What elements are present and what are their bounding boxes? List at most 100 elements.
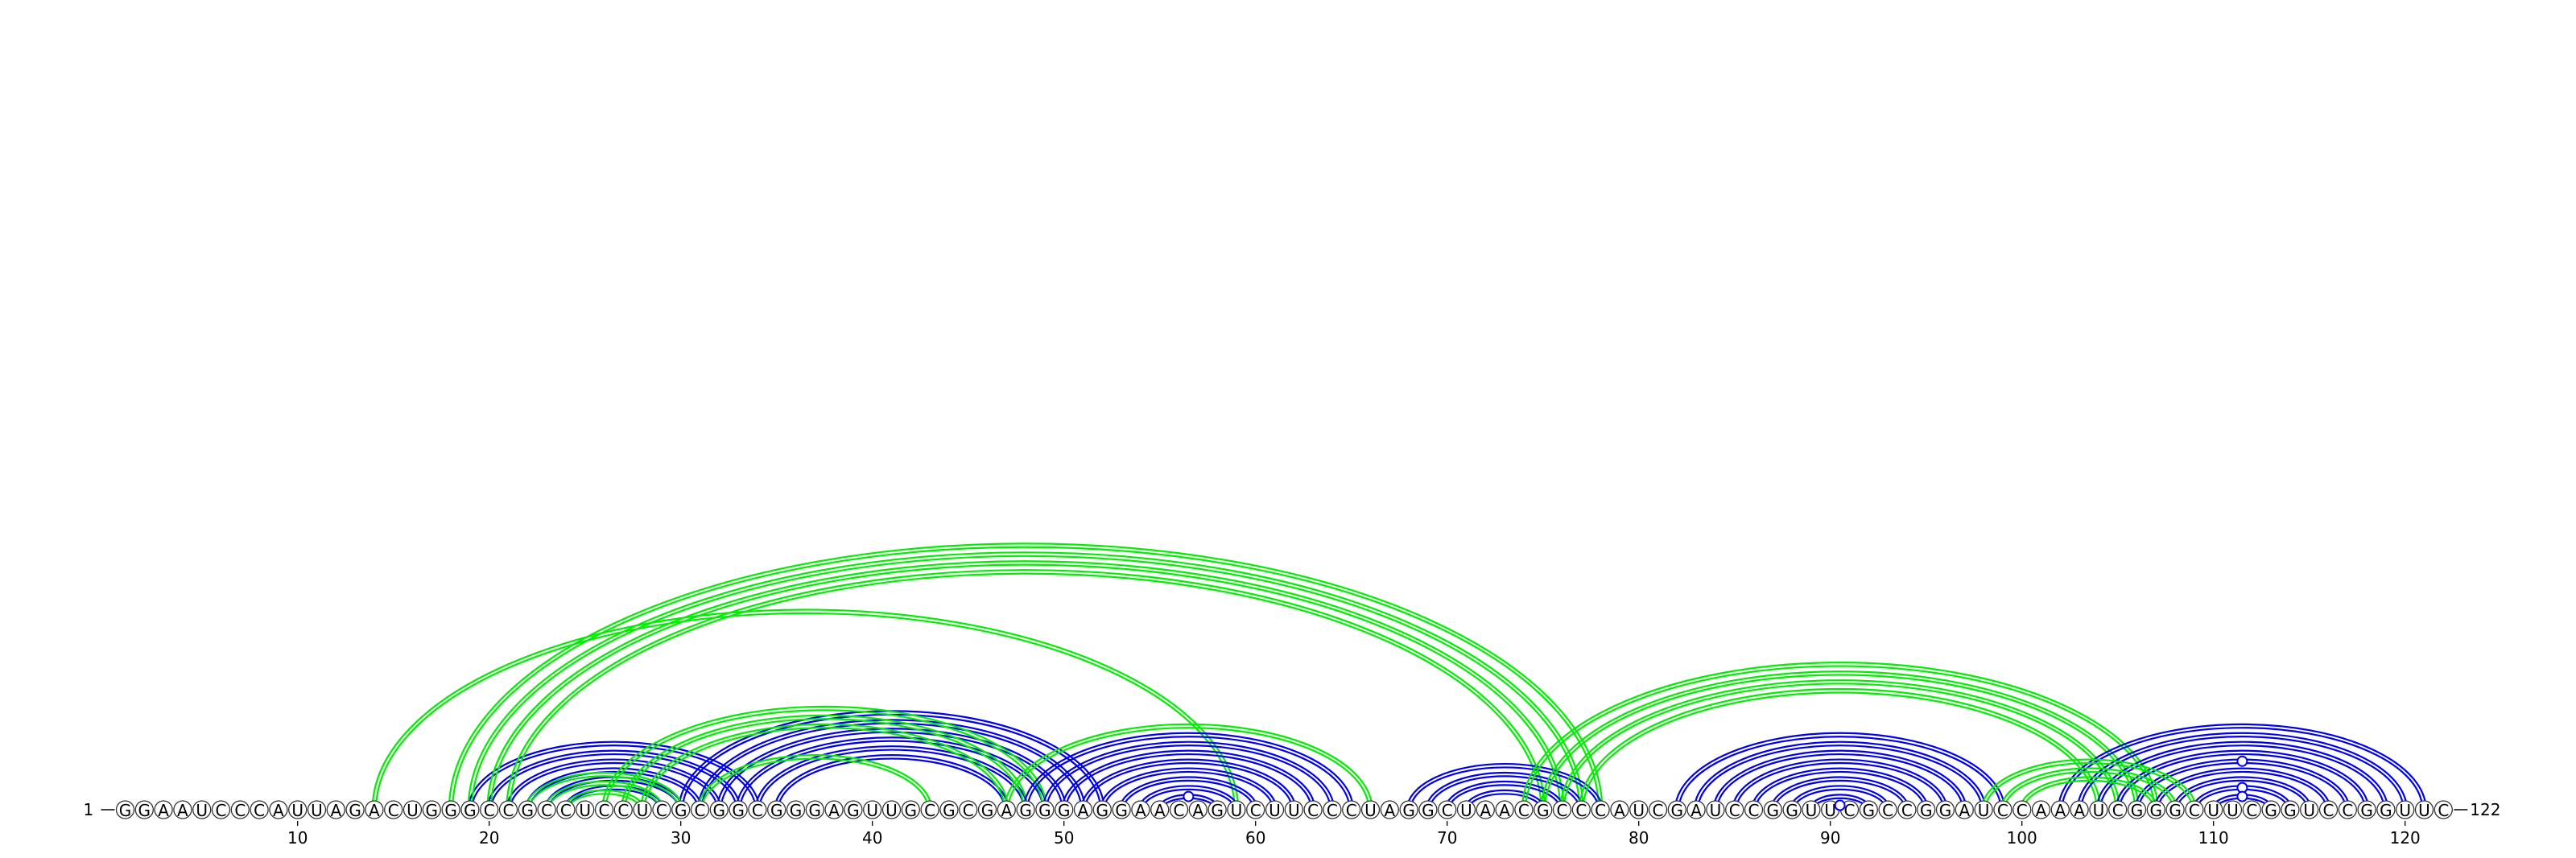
- nucleotide: G: [1399, 800, 1418, 820]
- nucleotide: G: [345, 800, 365, 820]
- nucleotide-letter: G: [1019, 801, 1032, 820]
- nucleotide: U: [192, 800, 212, 820]
- nucleotide: U: [1706, 800, 1725, 820]
- base-pair-arc: [1141, 788, 1236, 811]
- nucleotide-circle: [2185, 800, 2204, 819]
- nucleotide-letter: U: [1806, 801, 1818, 820]
- nucleotide: C: [250, 800, 269, 820]
- nucleotide-letter: G: [2264, 801, 2277, 820]
- nucleotide-letter: G: [1785, 801, 1798, 820]
- nucleotide-letter: C: [1557, 801, 1568, 820]
- nucleotide: G: [460, 800, 480, 820]
- base-pair-arc: [605, 709, 1044, 811]
- nucleotide-circle: [1610, 800, 1629, 819]
- nucleotide-circle: [1955, 800, 1974, 819]
- nucleotide-circle: [2376, 800, 2396, 819]
- base-pair-arc: [2172, 776, 2312, 811]
- nucleotide: A: [173, 800, 192, 820]
- base-pair-arc: [2157, 770, 2328, 811]
- base-pair-arc: [525, 771, 683, 811]
- nucleotide-letter: A: [1499, 801, 1510, 820]
- base-pair-arc: [467, 740, 761, 811]
- nucleotide-letter: A: [369, 801, 380, 820]
- nucleotide: G: [2357, 800, 2376, 820]
- nucleotide-circle: [365, 800, 384, 819]
- nucleotide-circle: [1744, 800, 1764, 819]
- nucleotide-circle: [652, 800, 671, 819]
- base-pair-arc: [1004, 723, 1373, 811]
- nucleotide-letter: A: [1078, 801, 1089, 820]
- nucleotide-letter: G: [981, 801, 994, 820]
- base-pair-arc: [471, 745, 757, 811]
- base-pair-arc: [621, 714, 1029, 811]
- nucleotide-circle: [844, 800, 863, 819]
- nucleotide-letter: U: [2399, 801, 2411, 820]
- nucleotide-letter: G: [809, 801, 822, 820]
- nucleotide-letter: A: [273, 801, 284, 820]
- nucleotide-letter: C: [1327, 801, 1338, 820]
- base-pair-arc: [1773, 779, 1906, 811]
- nucleotide-letter: U: [1978, 801, 1990, 820]
- nucleotide-letter: A: [2054, 801, 2066, 820]
- base-pair-arc: [739, 740, 1044, 811]
- nucleotide-circle: [709, 800, 729, 819]
- nucleotide-letter: C: [1174, 801, 1185, 820]
- base-pair-arc: [371, 608, 1240, 811]
- nucleotide-letter: G: [1537, 801, 1550, 820]
- nucleotide-circle: [2300, 800, 2319, 819]
- nucleotide-letter: G: [1096, 801, 1109, 820]
- base-pair-arc: [735, 736, 1048, 811]
- nucleotide-circle: [729, 800, 748, 819]
- base-pair-arc: [1678, 736, 2002, 811]
- nucleotide: G: [2281, 800, 2300, 820]
- nucleotide-circle: [1802, 800, 1821, 819]
- base-pair-arc: [601, 705, 1048, 811]
- nucleotide-letter: G: [2150, 801, 2163, 820]
- nucleotide: C: [1744, 800, 1764, 820]
- nucleotide: G: [1055, 800, 1074, 820]
- nucleotide-circle: [1514, 800, 1534, 819]
- nucleotide-letter: C: [695, 801, 706, 820]
- base-pair-arc: [486, 749, 741, 811]
- nucleotide-circle: [2396, 800, 2415, 819]
- nucleotide-circle: [1169, 800, 1189, 819]
- base-pair-arc: [452, 546, 1600, 811]
- sequence-start-label: 1: [84, 800, 94, 819]
- nucleotide-circle: [1360, 800, 1381, 819]
- nucleotide-letter: G: [1939, 801, 1952, 820]
- nucleotide-circle: [1993, 800, 2013, 819]
- nucleotide: A: [1495, 800, 1514, 820]
- nucleotide-circle: [1591, 800, 1610, 819]
- nucleotide-letter: C: [1575, 801, 1587, 820]
- nucleotide-letter: G: [1058, 801, 1071, 820]
- nucleotide-letter: U: [1269, 801, 1281, 820]
- nucleotide-letter: G: [464, 801, 477, 820]
- nucleotide: C: [1246, 800, 1265, 820]
- base-pair-arc: [1425, 771, 1584, 811]
- nucleotide-circle: [1878, 800, 1897, 819]
- nucleotide: C: [556, 800, 576, 820]
- nucleotide-letter: C: [388, 801, 399, 820]
- nucleotide: G: [1667, 800, 1686, 820]
- gu-markers-layer: [1183, 755, 2248, 811]
- nucleotide-letter: U: [637, 801, 649, 820]
- nucleotide-letter: U: [1824, 801, 1836, 820]
- nucleotide: U: [2396, 800, 2415, 820]
- nucleotide-circle: [1456, 800, 1476, 819]
- base-pair-arc: [1406, 762, 1604, 811]
- base-pair-arc: [1735, 761, 1945, 811]
- nucleotide-circle: [1208, 800, 1227, 819]
- nucleotide: C: [1303, 800, 1323, 820]
- wobble-pair-marker: [1183, 790, 1195, 802]
- tick-label: 90: [1820, 828, 1840, 848]
- nucleotide-letter: U: [291, 801, 303, 820]
- nucleotide-letter: C: [1901, 801, 1913, 820]
- nucleotide-letter: C: [599, 801, 610, 820]
- nucleotide-letter: C: [234, 801, 246, 820]
- base-pair-arc: [1122, 779, 1255, 811]
- nucleotide: C: [211, 800, 231, 820]
- nucleotide-circle: [1150, 800, 1170, 819]
- nucleotide-circle: [1667, 800, 1686, 819]
- base-pair-arc: [1559, 679, 2120, 811]
- base-pair-arc: [1080, 758, 1297, 811]
